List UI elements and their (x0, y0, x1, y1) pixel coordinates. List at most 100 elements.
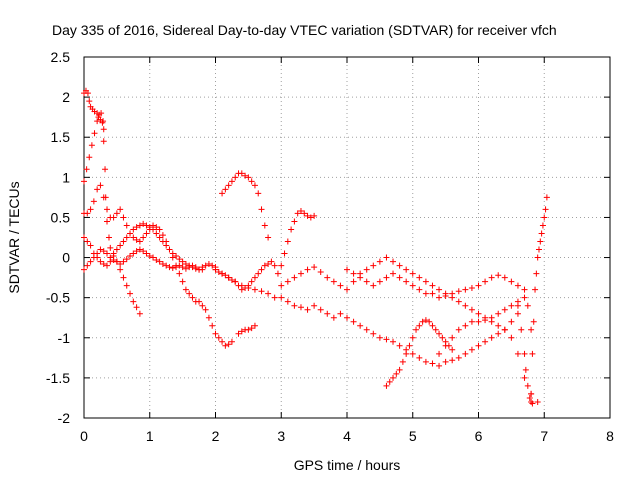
x-tick-labels: 0 1 2 3 4 5 6 7 8 (80, 428, 614, 444)
data-point (245, 285, 252, 292)
data-point (120, 238, 127, 245)
data-point (383, 382, 390, 389)
data-point (429, 360, 436, 367)
data-point (248, 178, 255, 185)
data-point (422, 358, 429, 365)
data-point (199, 302, 206, 309)
data-point (90, 250, 97, 257)
y-tick-label: 0.5 (51, 209, 71, 225)
data-point (522, 366, 529, 373)
y-tick-label: 0 (62, 250, 70, 266)
data-point (307, 214, 314, 221)
data-point (130, 250, 137, 257)
data-point (403, 350, 410, 357)
data-point (86, 154, 93, 161)
data-point (100, 138, 107, 145)
data-point (429, 322, 436, 329)
data-point (426, 318, 433, 325)
data-point (297, 304, 304, 311)
data-point (83, 166, 90, 173)
data-point (97, 246, 104, 253)
data-point (251, 274, 258, 281)
data-point (529, 350, 536, 357)
data-point (468, 318, 475, 325)
series-arc-6 (219, 170, 272, 241)
data-point (268, 258, 275, 265)
data-point (449, 334, 456, 341)
data-point (399, 358, 406, 365)
data-point (413, 326, 420, 333)
data-point (215, 268, 222, 275)
data-point (146, 252, 153, 259)
data-point (482, 338, 489, 345)
data-point (251, 182, 258, 189)
y-tick-label: 2 (62, 89, 70, 105)
data-point (537, 238, 544, 245)
data-point (390, 270, 397, 277)
data-point (442, 293, 449, 300)
y-axis-label: SDTVAR / TECUs (6, 181, 22, 293)
data-point (248, 325, 255, 332)
data-point (261, 222, 268, 229)
data-point (186, 290, 193, 297)
data-point (130, 298, 137, 305)
data-point (130, 226, 137, 233)
data-point (501, 274, 508, 281)
y-tick-labels: -2 -1.5 -1 -0.5 0 0.5 1 1.5 2 2.5 (46, 49, 70, 426)
data-point (281, 250, 288, 257)
data-point (159, 260, 166, 267)
data-point (376, 258, 383, 265)
data-point (219, 338, 226, 345)
x-tick-label: 0 (80, 428, 88, 444)
series-arc-10 (278, 254, 541, 405)
data-point (87, 242, 94, 249)
data-point (422, 317, 429, 324)
data-point (228, 277, 235, 284)
data-point (173, 252, 180, 259)
y-tick-label: 1 (62, 169, 70, 185)
data-point (288, 226, 295, 233)
data-point (436, 330, 443, 337)
data-point (462, 286, 469, 293)
data-point (291, 274, 298, 281)
data-point (84, 262, 91, 269)
data-point (514, 310, 521, 317)
data-point (120, 274, 127, 281)
series-arc-5 (81, 182, 235, 349)
data-point (228, 178, 235, 185)
data-point (376, 334, 383, 341)
data-point (90, 198, 97, 205)
data-point (344, 286, 350, 293)
data-point (199, 266, 206, 273)
data-point (376, 278, 383, 285)
data-point (311, 264, 318, 271)
x-tick-label: 1 (146, 428, 154, 444)
data-point (524, 382, 531, 389)
series-arc-14 (514, 310, 536, 407)
data-point (182, 260, 189, 267)
data-point (143, 222, 150, 229)
data-point (117, 242, 124, 249)
data-point (127, 252, 134, 259)
data-point (495, 330, 502, 337)
data-point (284, 238, 291, 245)
data-point (150, 254, 157, 261)
data-point (91, 130, 98, 137)
data-point (274, 270, 281, 277)
data-point (468, 285, 475, 292)
data-point (110, 250, 117, 257)
data-point (508, 278, 515, 285)
data-point (370, 330, 377, 337)
data-point (212, 266, 219, 273)
data-point (146, 226, 153, 233)
data-point (422, 278, 429, 285)
x-tick-label: 2 (212, 428, 220, 444)
data-point (163, 238, 170, 245)
data-point (255, 270, 262, 277)
y-tick-label: -1 (58, 330, 71, 346)
data-point (330, 278, 337, 285)
data-point (390, 338, 397, 345)
data-point (113, 258, 120, 265)
data-point (518, 326, 525, 333)
data-point (251, 286, 258, 293)
